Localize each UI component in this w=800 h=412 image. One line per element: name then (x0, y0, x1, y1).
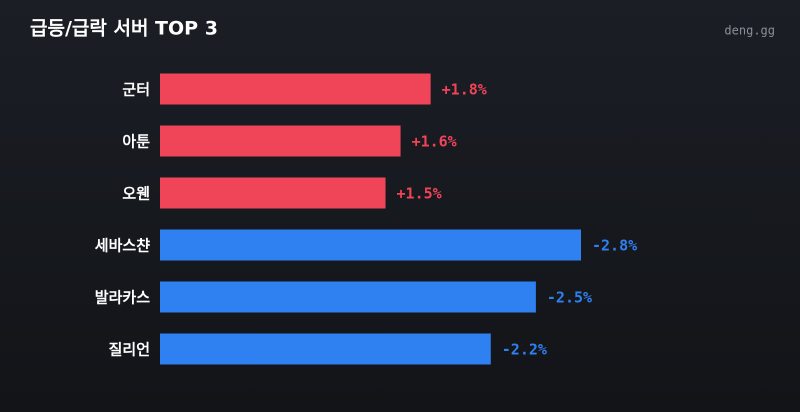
value-label: +1.5% (397, 185, 442, 203)
category-label: 발라카스 (95, 289, 150, 307)
category-label: 오웬 (122, 185, 150, 203)
bar (160, 281, 536, 313)
category-label: 군터 (122, 81, 150, 99)
category-label: 아툰 (122, 133, 150, 151)
source: deng.gg (724, 24, 775, 38)
category-label: 질리언 (109, 341, 150, 359)
value-label: +1.6% (412, 133, 457, 151)
value-label: -2.5% (547, 289, 592, 307)
value-label: -2.8% (592, 237, 637, 255)
bar (160, 125, 401, 157)
value-label: +1.8% (442, 81, 487, 99)
category-label: 세바스챤 (95, 237, 150, 255)
chart-title: 급등/급락 서버 TOP 3 (30, 18, 218, 40)
bar (160, 229, 581, 261)
bar (160, 333, 491, 365)
bar (160, 177, 386, 209)
bar (160, 73, 431, 105)
value-label: -2.2% (502, 341, 547, 359)
